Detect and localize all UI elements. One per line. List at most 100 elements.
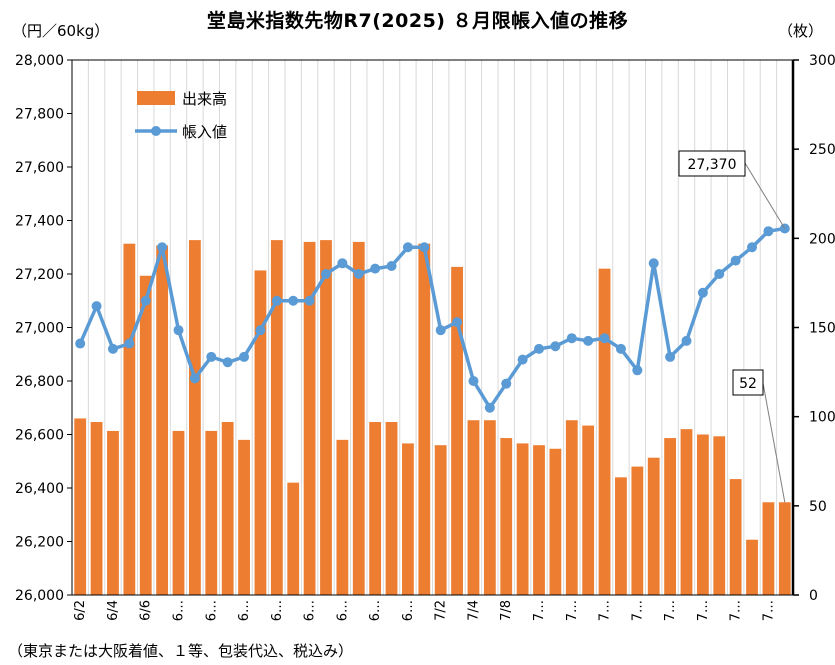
volume-bar: [254, 270, 267, 595]
price-point: [140, 295, 151, 306]
volume-bar: [156, 245, 169, 595]
left-axis-tick-label: 26,000: [15, 588, 64, 604]
price-point: [75, 338, 86, 349]
x-tick-label: 7/4: [466, 600, 481, 621]
left-axis-tick-label: 27,200: [15, 267, 64, 283]
price-point: [419, 242, 430, 253]
legend-label-volume: 出来高: [182, 90, 227, 108]
volume-bar: [615, 477, 627, 595]
x-tick-label: 6…: [401, 600, 416, 621]
volume-bar: [598, 268, 611, 595]
x-tick-label: 7…: [565, 600, 580, 621]
x-tick-label: 6/2: [73, 600, 88, 621]
footnote: （東京または大阪着値、１等、包装代込、税込み）: [8, 642, 354, 660]
volume-bar: [90, 422, 103, 595]
x-tick-label: 6…: [270, 600, 285, 621]
price-point: [435, 325, 446, 336]
legend-label-price: 帳入値: [182, 123, 227, 141]
price-point: [124, 338, 135, 349]
left-axis-tick-label: 26,600: [15, 428, 64, 444]
right-axis-tick-label: 100: [809, 410, 835, 426]
price-point: [386, 260, 397, 271]
volume-bar: [402, 443, 414, 595]
left-axis-tick-label: 27,400: [15, 214, 64, 230]
volume-callout-leader: [762, 382, 786, 503]
volume-bar: [172, 430, 185, 595]
price-point: [566, 333, 577, 344]
volume-bar: [369, 422, 382, 595]
volume-bar: [418, 243, 431, 595]
volume-bar: [631, 466, 644, 595]
price-point: [206, 351, 217, 362]
price-point: [747, 242, 758, 253]
volume-bar: [123, 243, 136, 595]
price-point: [517, 354, 528, 365]
left-axis-tick-label: 28,000: [15, 53, 64, 69]
price-point: [615, 343, 626, 354]
price-point: [599, 333, 610, 344]
price-point: [714, 269, 725, 279]
x-tick-label: 7…: [532, 600, 547, 621]
volume-bar: [385, 422, 398, 595]
volume-callout-label: 52: [739, 376, 757, 392]
volume-bar: [139, 275, 152, 595]
x-tick-label: 6…: [204, 600, 219, 621]
x-tick-label: 6…: [237, 600, 252, 621]
volume-bar: [582, 425, 595, 595]
x-tick-label: 6…: [368, 600, 383, 621]
x-tick-label: 6/4: [106, 600, 121, 621]
price-point: [370, 263, 381, 274]
x-tick-label: 7…: [598, 600, 613, 621]
volume-bar: [238, 439, 250, 595]
volume-bar: [778, 502, 791, 595]
x-tick-label: 6…: [303, 600, 318, 621]
volume-bar: [647, 457, 660, 595]
chart-title: 堂島米指数先物R7(2025) ８月限帳入値の推移: [206, 10, 629, 32]
price-point: [665, 351, 676, 362]
volume-bar: [729, 479, 742, 595]
x-tick-label: 7…: [663, 600, 678, 621]
volume-bar: [549, 448, 562, 595]
price-point: [763, 226, 774, 237]
legend-swatch-price-marker: [151, 126, 161, 136]
volume-bar: [287, 482, 300, 595]
price-callout-box: [678, 150, 746, 177]
left-axis-tick-label: 27,600: [15, 160, 64, 176]
price-point: [107, 343, 118, 354]
left-axis-tick-label: 26,800: [15, 374, 64, 390]
price-point: [681, 335, 692, 346]
price-point: [222, 357, 233, 368]
volume-bar: [680, 429, 693, 595]
x-tick-label: 7…: [630, 600, 645, 621]
right-axis-tick-label: 200: [809, 231, 835, 247]
right-axis-tick-label: 50: [809, 499, 827, 515]
price-point: [91, 301, 102, 312]
price-point: [550, 341, 561, 352]
x-tick-label: 7…: [696, 600, 711, 621]
x-tick-label: 6…: [335, 600, 350, 621]
price-point: [730, 255, 741, 266]
right-axis-tick-label: 250: [809, 142, 835, 158]
left-axis-tick-label: 26,200: [15, 535, 64, 551]
right-axis-tick-label: 0: [809, 588, 818, 604]
price-callout-label: 27,370: [688, 157, 737, 173]
volume-bar: [451, 266, 463, 595]
right-axis-tick-label: 300: [809, 53, 835, 69]
legend-swatch-volume: [137, 91, 175, 105]
price-point: [648, 258, 659, 269]
right-axis-unit: （枚）: [778, 22, 824, 40]
volume-bar: [205, 430, 218, 595]
price-point: [452, 317, 463, 328]
left-axis-tick-label: 27,800: [15, 107, 64, 123]
price-point: [353, 269, 364, 279]
volume-bar: [713, 436, 726, 595]
volume-bar: [188, 240, 201, 595]
volume-bar: [762, 502, 775, 595]
price-point: [239, 351, 250, 362]
price-point: [697, 287, 708, 298]
volume-bar: [107, 430, 119, 595]
volume-bar: [467, 420, 480, 595]
x-tick-label: 7/8: [499, 600, 514, 621]
volume-bar: [303, 241, 316, 595]
